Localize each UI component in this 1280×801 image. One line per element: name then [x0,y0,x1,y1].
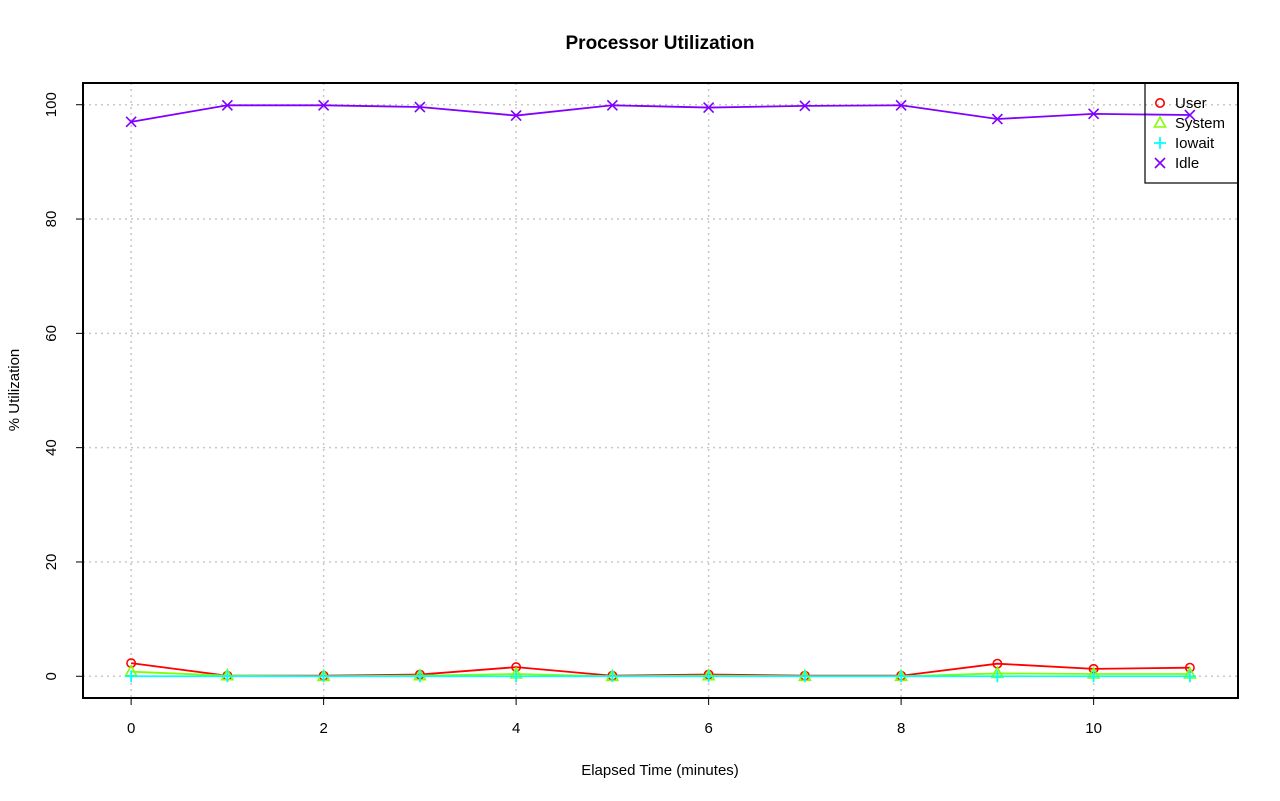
data-point-iowait [895,670,908,683]
legend-marker-system [1153,115,1167,128]
y-tick-label: 40 [43,439,60,456]
data-point-idle [703,102,715,114]
plot-frame [82,82,1239,699]
y-tick-label: 60 [43,325,60,342]
legend-item-user: User [1155,95,1207,112]
data-point-idle [1184,109,1196,121]
x-tick-label: 8 [897,720,905,737]
data-point-iowait [702,670,715,683]
legend-label: Iowait [1175,135,1215,152]
data-point-iowait [991,670,1004,683]
x-axis-label: Elapsed Time (minutes) [581,762,739,779]
data-point-idle [221,99,233,111]
data-point-iowait [798,670,811,683]
data-point-iowait [1087,670,1100,683]
data-point-iowait [1183,670,1196,683]
data-point-idle [895,99,907,111]
series-system [124,664,1197,682]
data-point-iowait [125,670,138,683]
x-tick-label: 4 [512,720,520,737]
y-axis: 0 20 40 60 80 100 [43,92,83,680]
data-point-idle [1088,108,1100,120]
chart-title: Processor Utilization [566,33,755,54]
series-idle [125,99,1196,128]
data-point-idle [991,113,1003,125]
data-point-idle [606,99,618,111]
data-point-iowait [510,670,523,683]
x-tick-label: 2 [319,720,327,737]
legend: User System Iowait Idle [1144,82,1239,184]
legend-marker-idle [1154,157,1166,169]
data-point-idle [510,110,522,122]
data-point-iowait [221,670,234,683]
legend-box [1144,82,1239,184]
y-tick-label: 100 [43,92,60,117]
y-axis-label: % Utilization [6,349,23,432]
legend-label: System [1175,115,1225,132]
legend-item-system: System [1153,115,1225,132]
y-tick-label: 80 [43,211,60,228]
series-iowait [125,670,1196,683]
data-point-idle [799,100,811,112]
x-tick-label: 0 [127,720,135,737]
series-line-idle [130,104,1190,123]
legend-marker-user [1155,98,1166,109]
legend-label: User [1175,95,1207,112]
y-tick-label: 20 [43,554,60,571]
data-point-idle [125,116,137,128]
data-point-idle [318,99,330,111]
legend-item-idle: Idle [1154,155,1199,172]
y-tick-label: 0 [43,672,60,680]
x-tick-label: 6 [704,720,712,737]
legend-item-iowait: Iowait [1154,135,1215,152]
series-group [124,99,1197,683]
x-tick-label: 10 [1085,720,1102,737]
x-axis: 0 2 4 6 8 10 [127,697,1102,737]
grid [83,83,1238,698]
legend-marker-iowait [1154,137,1166,149]
data-point-iowait [317,670,330,683]
data-point-idle [414,101,426,113]
data-point-iowait [413,670,426,683]
legend-label: Idle [1175,155,1199,172]
data-point-iowait [606,670,619,683]
